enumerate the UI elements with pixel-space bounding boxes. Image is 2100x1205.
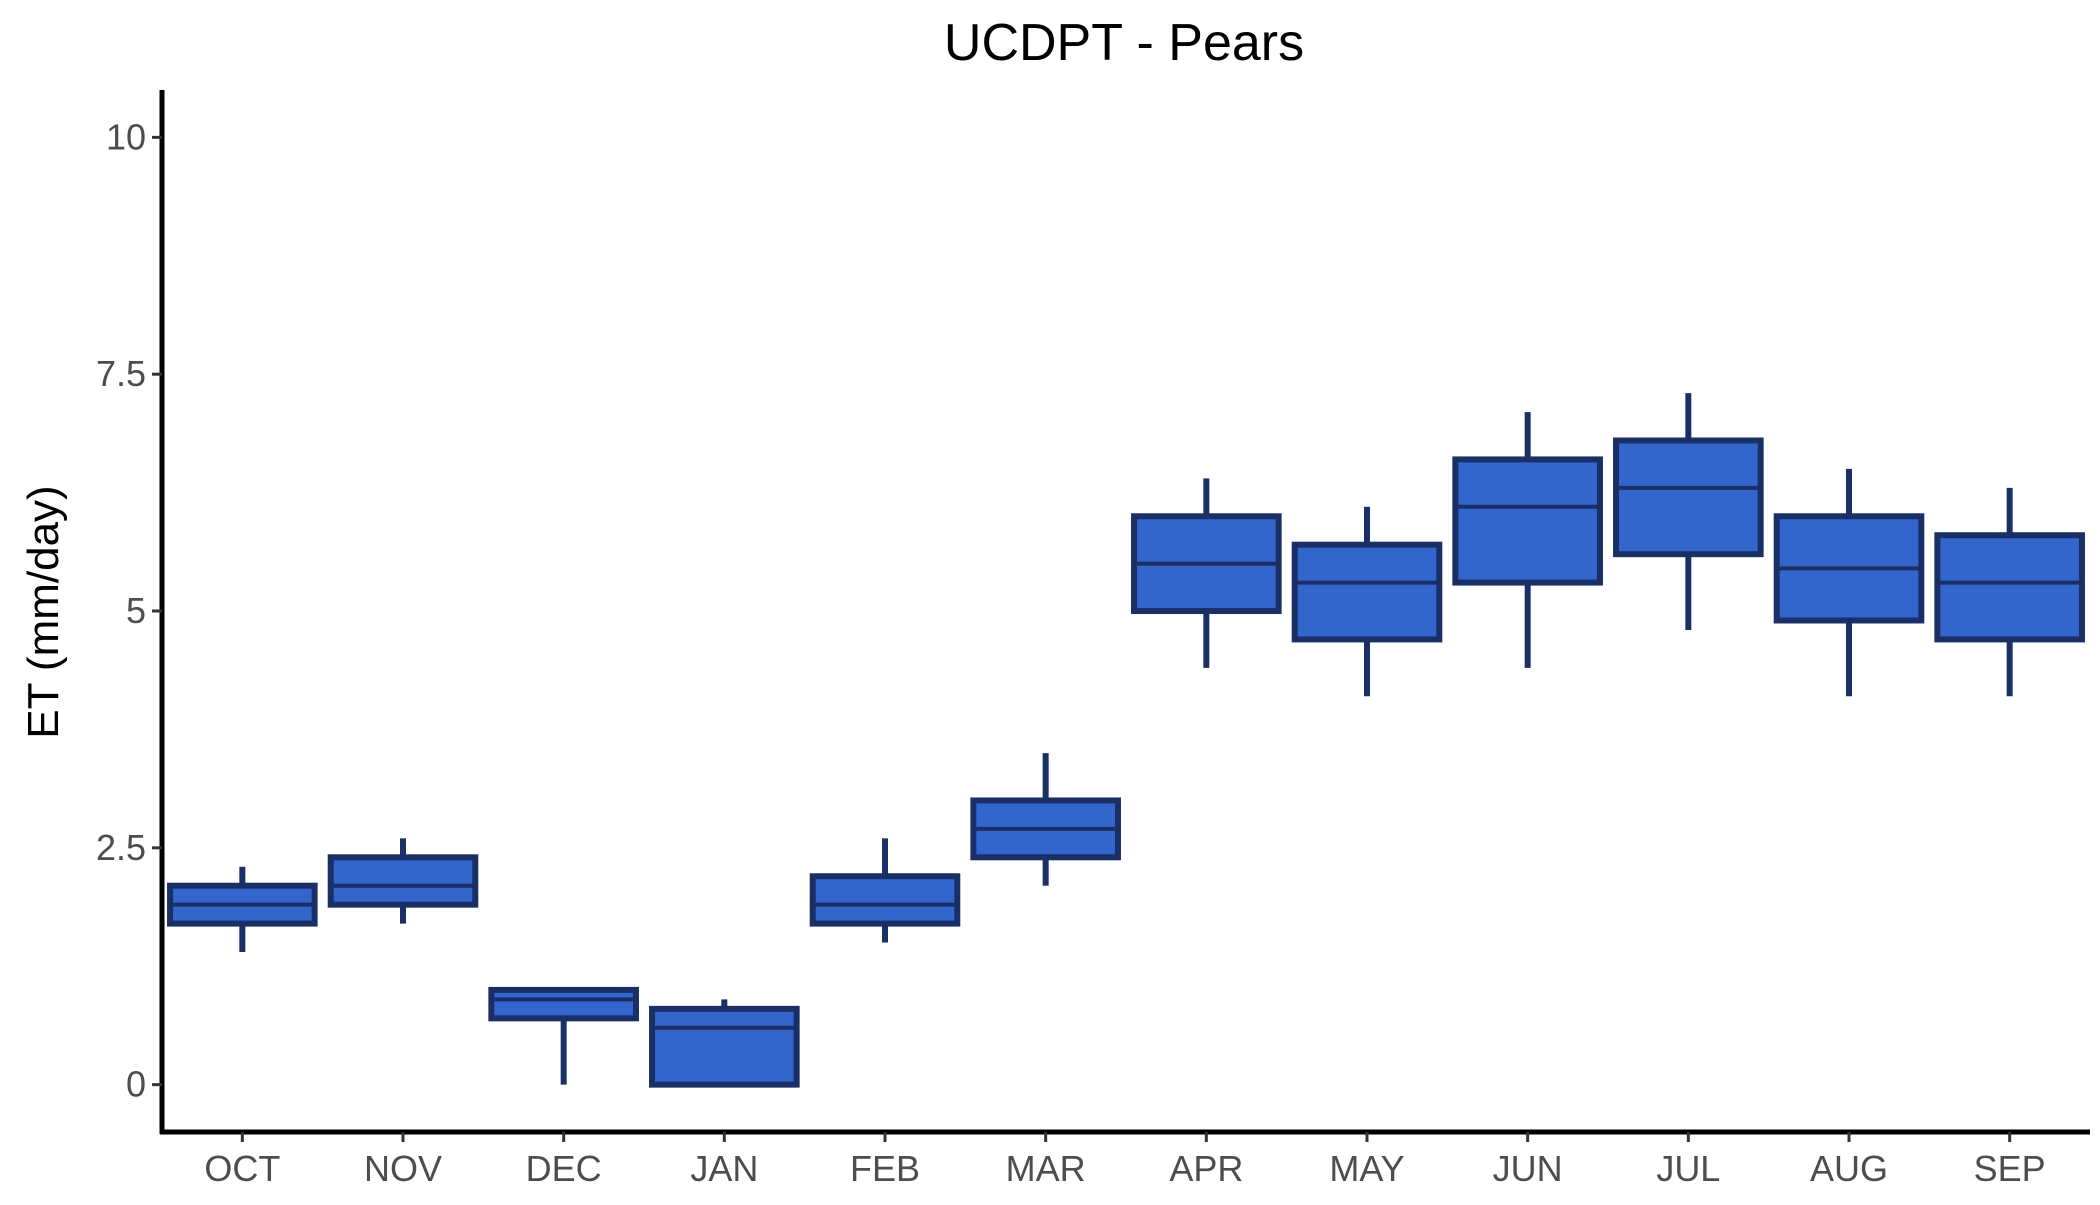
box-sep [1934,487,2085,697]
x-tick-label-oct: OCT [204,1148,280,1189]
box-aug [1773,468,1925,697]
box-oct [167,866,318,953]
box-jul [1613,393,1764,630]
y-axis-label: ET (mm/day) [19,485,68,738]
x-tick-label-mar: MAR [1006,1148,1086,1189]
box-dec [488,986,639,1085]
box-nov [327,838,479,924]
box-jan [649,999,800,1088]
box-mar [970,753,1121,886]
box-may [1291,506,1443,697]
x-tick-label-feb: FEB [850,1148,920,1189]
y-tick-label-0: 0 [126,1064,146,1105]
box-body-jun [1452,456,1603,586]
x-tick-label-nov: NOV [364,1148,442,1189]
box-jun [1452,412,1603,668]
box-body-may [1291,541,1443,643]
x-tick-label-dec: DEC [526,1148,602,1189]
x-tick-label-sep: SEP [1974,1148,2046,1189]
y-tick-label-1: 2.5 [96,827,146,868]
box-body-sep [1934,532,2085,643]
x-tick-label-apr: APR [1169,1148,1243,1189]
x-tick-label-jul: JUL [1656,1148,1720,1189]
box-feb [809,838,961,943]
y-tick-label-2: 5 [126,590,146,631]
plot-area: 0 2.5 5 7.5 10 OCT NOV DEC JAN FEB MAR APR MAY JUN JUL… [96,90,2090,1189]
box-apr [1131,478,1282,668]
box-body-feb [809,873,961,927]
y-tick-label-3: 7.5 [96,353,146,394]
box-body-jan [649,1005,800,1088]
x-tick-label-may: MAY [1329,1148,1404,1189]
x-tick-label-aug: AUG [1810,1148,1888,1189]
box-body-jul [1613,437,1764,558]
box-body-nov [327,854,479,908]
y-tick-label-4: 10 [106,116,146,157]
chart-title: UCDPT - Pears [944,14,1304,72]
box-body-dec [488,986,639,1022]
x-tick-label-jun: JUN [1493,1148,1563,1189]
x-tick-label-jan: JAN [690,1148,758,1189]
